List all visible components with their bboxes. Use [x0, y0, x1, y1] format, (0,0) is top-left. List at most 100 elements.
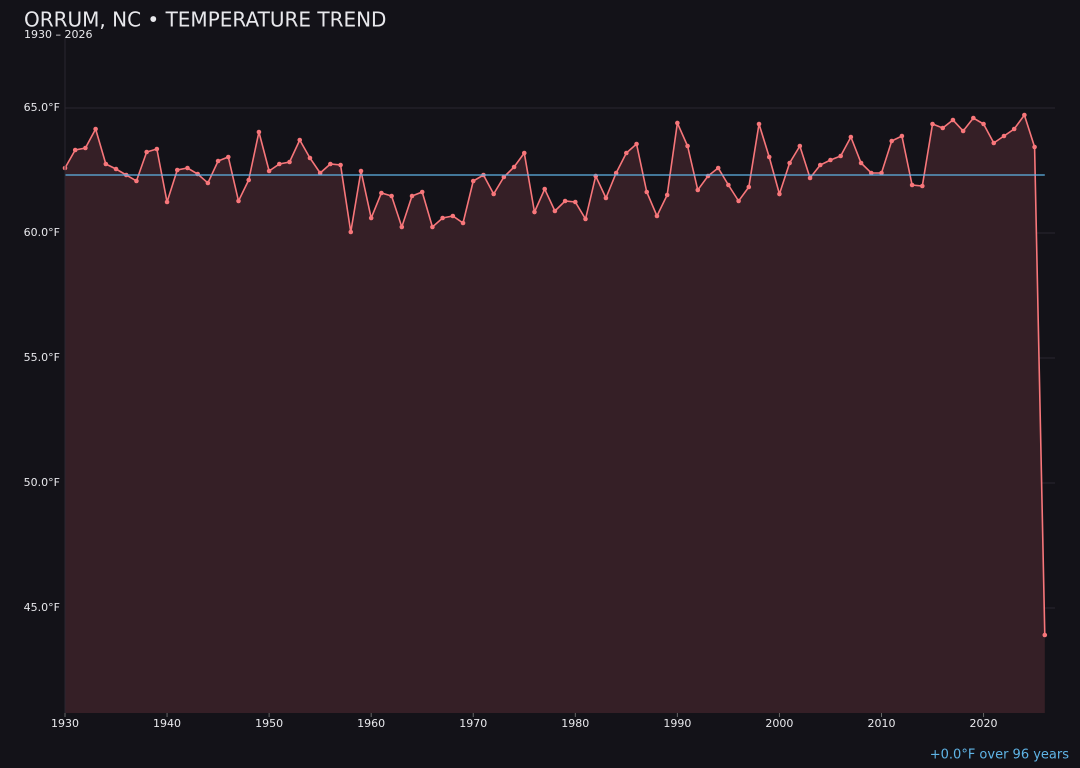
point — [736, 198, 741, 204]
point — [307, 155, 313, 161]
point — [552, 208, 558, 214]
point — [287, 159, 292, 165]
point — [256, 129, 262, 135]
y-tick-label: 65.0°F — [24, 101, 60, 114]
x-tick-label: 1940 — [153, 717, 181, 730]
point — [1001, 133, 1007, 139]
point — [399, 224, 405, 230]
point — [144, 149, 149, 155]
point — [246, 177, 252, 183]
point — [920, 183, 925, 189]
x-tick-label: 2020 — [970, 717, 998, 730]
point — [685, 143, 690, 149]
point — [348, 229, 354, 235]
point — [756, 121, 762, 127]
point — [205, 180, 211, 186]
y-tick-label: 60.0°F — [24, 226, 60, 239]
point — [236, 198, 241, 204]
x-tick-label: 1960 — [357, 717, 385, 730]
point — [328, 161, 333, 167]
point — [225, 154, 231, 160]
point — [379, 190, 384, 196]
point — [358, 168, 364, 174]
point — [460, 220, 466, 226]
point — [266, 168, 272, 174]
point — [511, 164, 517, 170]
point — [777, 191, 782, 197]
point — [501, 174, 507, 180]
point — [909, 182, 915, 188]
point — [134, 178, 139, 184]
point — [338, 162, 343, 168]
point — [950, 117, 956, 123]
point — [838, 153, 843, 159]
point — [613, 170, 619, 176]
point — [879, 170, 884, 176]
y-tick-label: 45.0°F — [24, 601, 60, 614]
point — [409, 193, 415, 199]
chart-title: ORRUM, NC • TEMPERATURE TREND — [24, 8, 386, 32]
point — [971, 115, 976, 121]
point — [1022, 112, 1027, 118]
point — [726, 182, 731, 188]
point — [634, 141, 639, 147]
x-tick-label: 1990 — [663, 717, 691, 730]
point — [797, 143, 803, 149]
point — [787, 160, 792, 166]
x-tick-label: 1970 — [459, 717, 487, 730]
point — [450, 213, 456, 219]
y-tick-label: 55.0°F — [24, 351, 60, 364]
x-tick-label: 1930 — [51, 717, 79, 730]
annotation: +0.0°F over 96 years — [930, 748, 1069, 763]
point — [1042, 632, 1048, 638]
point — [868, 170, 874, 176]
point — [991, 140, 997, 146]
point — [277, 161, 282, 167]
point — [532, 209, 537, 215]
point — [807, 175, 813, 181]
point — [603, 195, 609, 201]
point — [430, 224, 435, 230]
point — [664, 192, 670, 198]
x-tick-label: 1950 — [255, 717, 283, 730]
point — [654, 213, 660, 219]
point — [960, 128, 966, 134]
point — [174, 167, 180, 173]
point — [389, 193, 394, 199]
point — [848, 134, 854, 140]
point — [164, 199, 170, 205]
point — [103, 161, 109, 167]
point — [1032, 144, 1037, 150]
point — [185, 165, 190, 171]
point — [675, 120, 680, 126]
point — [624, 150, 629, 156]
point — [858, 160, 864, 166]
point — [1011, 126, 1017, 132]
point — [154, 146, 160, 152]
point — [644, 189, 650, 195]
point — [562, 198, 568, 204]
point — [542, 186, 547, 192]
point — [368, 215, 374, 221]
point — [573, 199, 578, 205]
x-tick-label: 2000 — [765, 717, 793, 730]
point — [83, 145, 88, 151]
point — [817, 162, 823, 168]
point — [828, 157, 833, 163]
point — [746, 184, 752, 190]
point — [113, 166, 119, 172]
point — [297, 137, 303, 143]
point — [930, 121, 935, 127]
point — [899, 133, 905, 139]
point — [521, 150, 527, 156]
point — [981, 121, 986, 127]
chart-subtitle: 1930 – 2026 — [24, 28, 92, 41]
point — [317, 170, 323, 176]
point — [766, 154, 772, 160]
y-tick-label: 50.0°F — [24, 476, 60, 489]
point — [419, 189, 425, 195]
point — [889, 138, 895, 144]
point — [715, 165, 721, 171]
point — [583, 216, 588, 222]
